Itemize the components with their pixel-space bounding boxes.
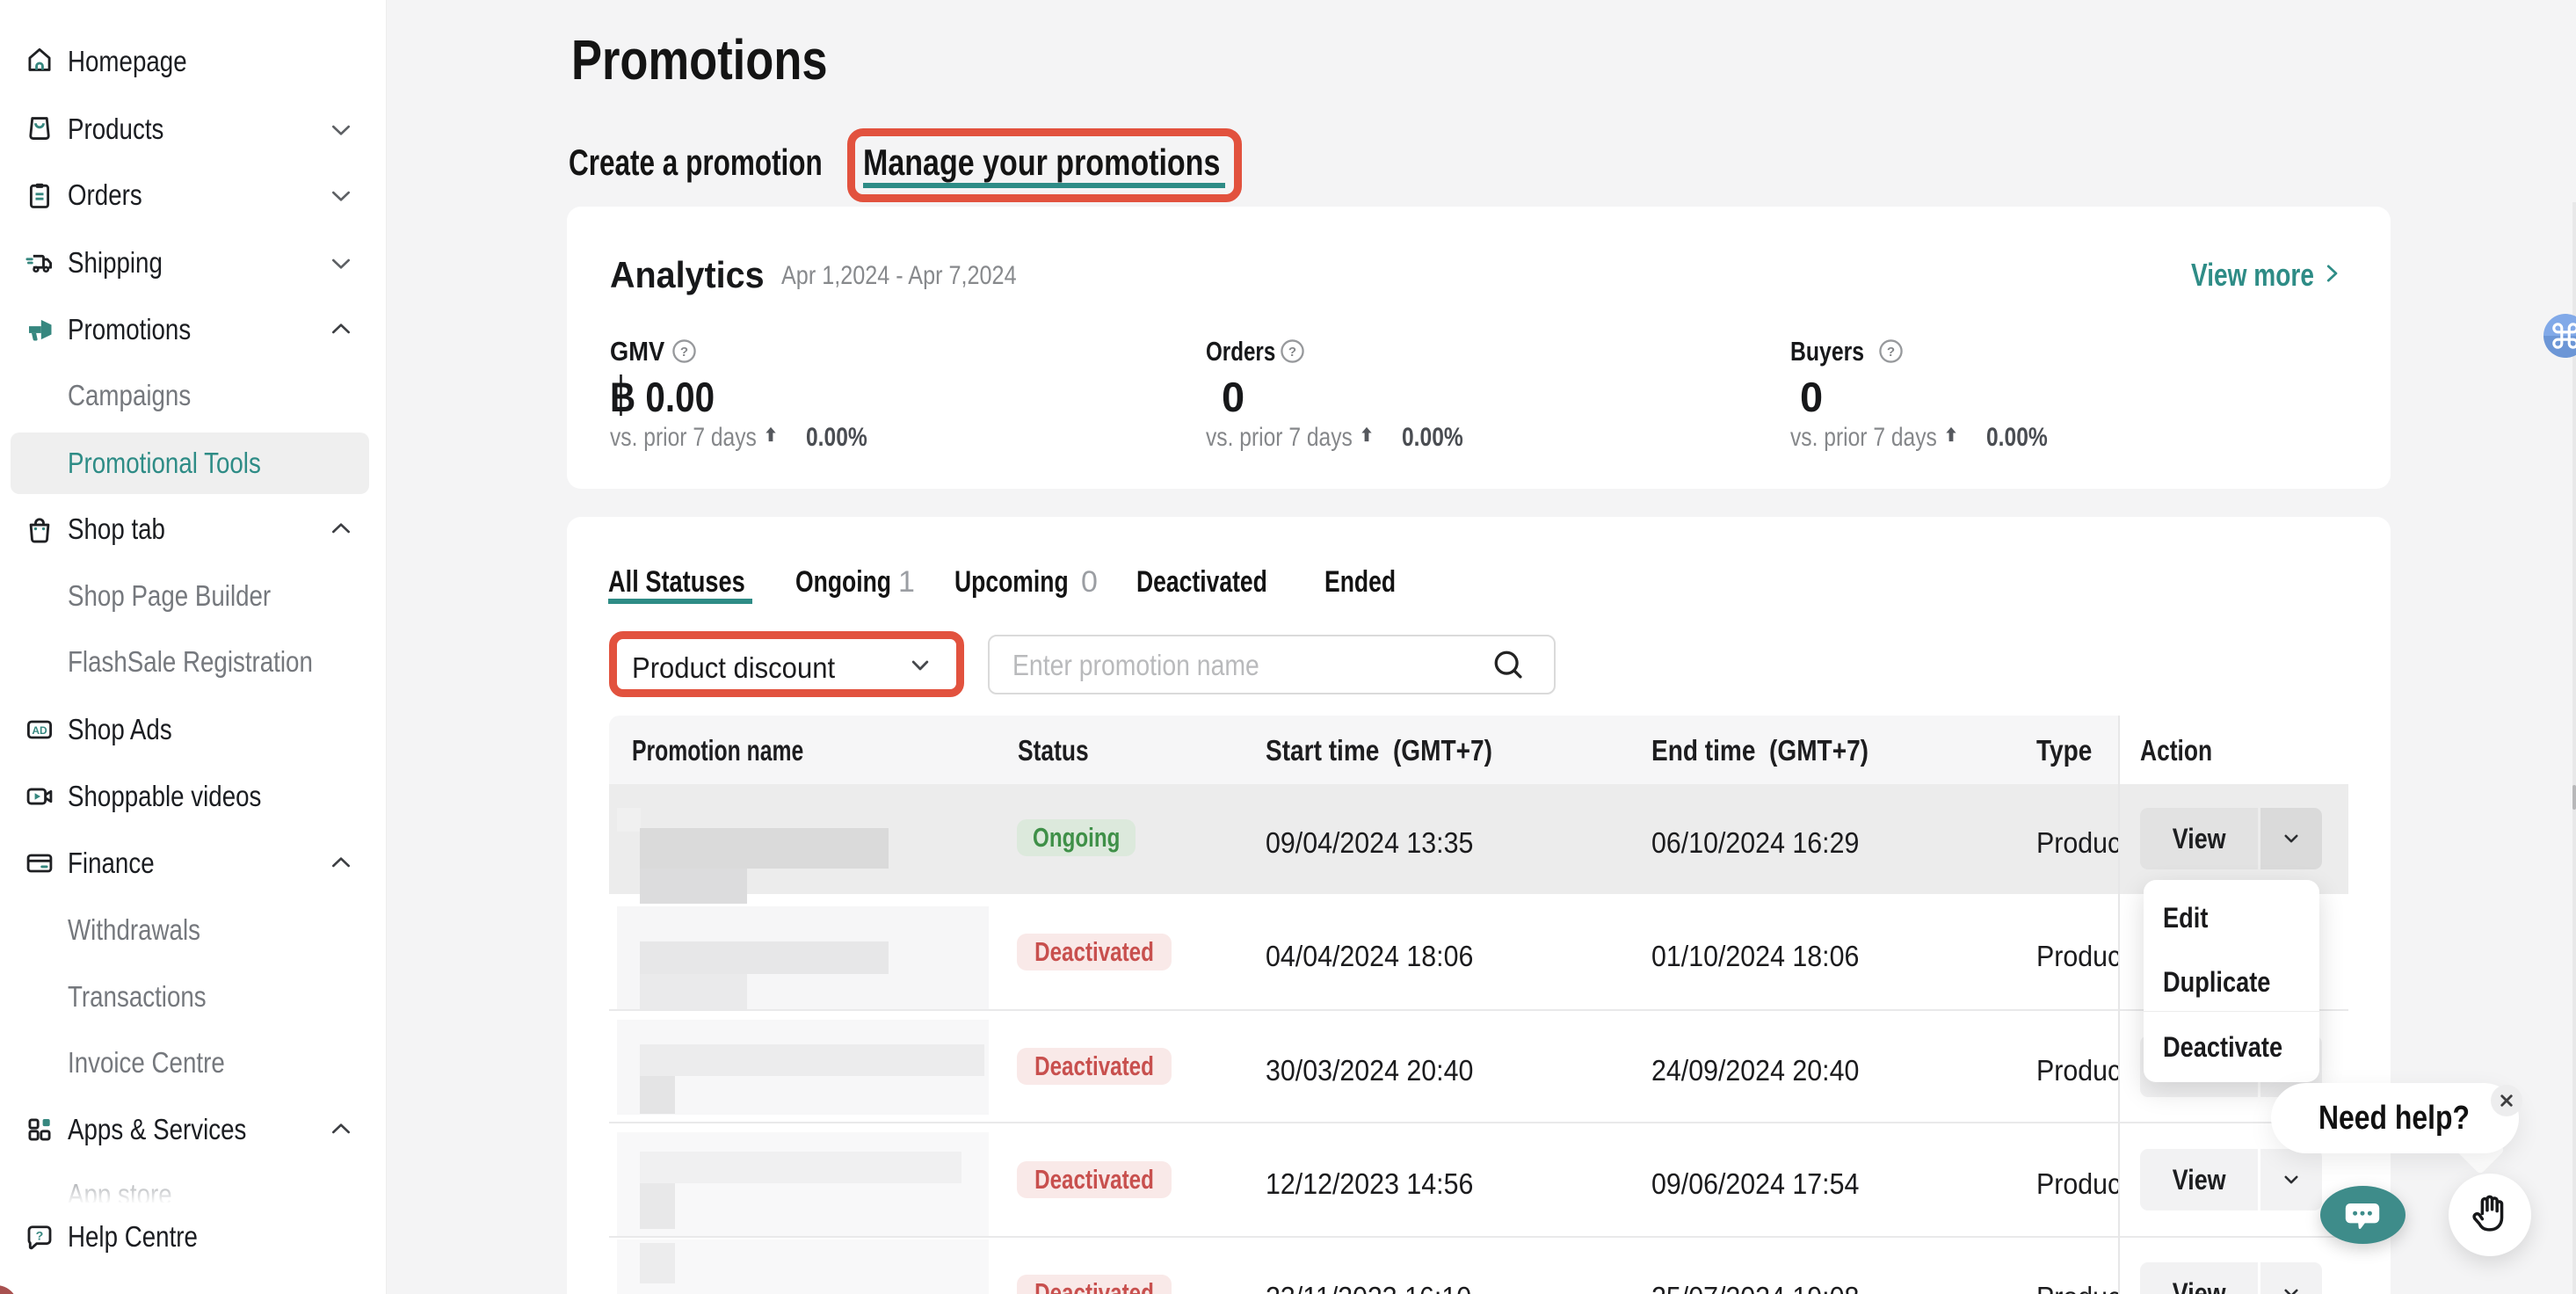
svg-text:AD: AD — [32, 724, 47, 737]
svg-text:?: ? — [1887, 345, 1895, 360]
svg-text:?: ? — [680, 345, 688, 360]
svg-text:?: ? — [1288, 345, 1296, 360]
svg-text:?: ? — [36, 1229, 44, 1243]
